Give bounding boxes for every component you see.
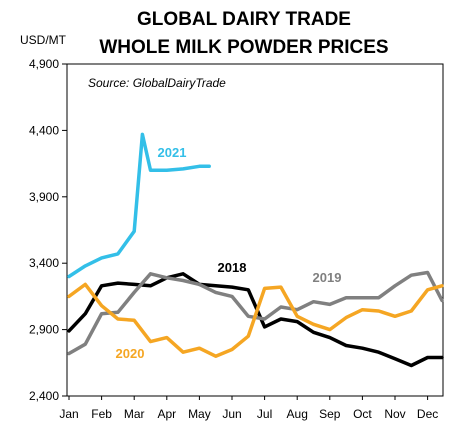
series-line-2020: [67, 282, 444, 358]
y-tick-label: 2,900: [29, 323, 59, 337]
chart-title-line-1: GLOBAL DAIRY TRADE: [137, 9, 351, 30]
series-label-2020: 2020: [116, 346, 145, 361]
series-label-2019: 2019: [313, 270, 342, 285]
y-axis: 4,900 4,400 3,900 3,400 2,900 2,400: [29, 57, 67, 403]
series-label-2021: 2021: [158, 145, 187, 160]
x-tick-label: Oct: [353, 407, 372, 421]
x-tick-label: Jun: [222, 407, 241, 421]
y-tick-label: 3,400: [29, 256, 59, 270]
series-line-2021: [67, 132, 211, 279]
series-layer: [67, 132, 444, 368]
x-tick-label: Apr: [157, 407, 176, 421]
x-tick-label: Aug: [287, 407, 308, 421]
unit-label: USD/MT: [20, 33, 67, 47]
x-tick-label: Dec: [417, 407, 438, 421]
x-tick-label: May: [188, 407, 211, 421]
y-tick-label: 4,400: [29, 123, 59, 137]
source-note: Source: GlobalDairyTrade: [88, 76, 226, 90]
plot-area-frame: [66, 63, 444, 397]
x-tick-label: Nov: [384, 407, 405, 421]
x-tick-label: Jul: [257, 407, 272, 421]
series-labels: 2018 2019 2020 2021: [116, 145, 342, 361]
series-label-2018: 2018: [218, 260, 247, 275]
chart-title-line-2: WHOLE MILK POWDER PRICES: [99, 37, 388, 58]
y-tick-label: 2,400: [29, 389, 59, 403]
x-tick-label: Sep: [319, 407, 341, 421]
x-tick-label: Feb: [91, 407, 112, 421]
y-tick-label: 4,900: [29, 57, 59, 71]
x-tick-label: Jan: [59, 407, 78, 421]
x-axis: Jan Feb Mar Apr May Jun Jul Aug Sep Oct Nov Dec: [59, 396, 438, 421]
x-tick-label: Mar: [124, 407, 145, 421]
y-tick-label: 3,900: [29, 190, 59, 204]
